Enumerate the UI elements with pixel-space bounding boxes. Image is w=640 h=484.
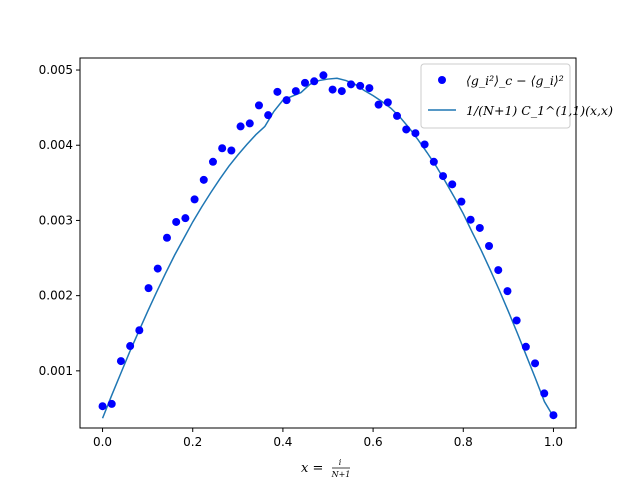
x-tick-label: 0.0 (93, 435, 112, 449)
scatter-point (301, 78, 309, 87)
scatter-point (236, 122, 245, 131)
scatter-point (521, 342, 530, 351)
scatter-point (227, 146, 236, 155)
x-tick-label: 0.8 (454, 435, 473, 449)
scatter-point (310, 77, 319, 86)
scatter-point (420, 140, 429, 149)
legend-line-label: 1/(N+1) C_1^(1,1)(x,x) (466, 103, 613, 118)
scatter-point (337, 87, 346, 96)
x-tick-label: 0.6 (364, 435, 383, 449)
scatter-point (540, 389, 549, 398)
scatter-point (245, 119, 254, 128)
scatter-point (172, 217, 181, 226)
x-tick-label: 0.4 (273, 435, 292, 449)
legend: ⟨g_i²⟩_c − ⟨g_i⟩² 1/(N+1) C_1^(1,1)(x,x) (420, 63, 613, 129)
scatter-point (531, 359, 540, 368)
scatter-point (485, 242, 494, 251)
y-tick-label: 0.003 (39, 213, 73, 227)
y-tick-label: 0.001 (39, 364, 73, 378)
scatter-point (254, 101, 263, 110)
scatter-point (319, 71, 328, 80)
scatter-point (475, 223, 484, 232)
scatter-point (135, 326, 144, 335)
x-axis-label-frac-den: N+1 (331, 470, 351, 479)
series-line (101, 77, 555, 419)
scatter-point (107, 399, 116, 408)
scatter-point (273, 87, 282, 96)
scatter-point (144, 284, 153, 293)
scatter-point (448, 180, 457, 189)
scatter-point (439, 172, 448, 181)
scatter-point (291, 87, 300, 96)
y-tick-label: 0.005 (39, 63, 73, 77)
axes-frame (79, 57, 577, 429)
scatter-point (116, 357, 125, 366)
scatter-point (328, 85, 337, 94)
scatter-point (208, 157, 217, 166)
scatter-point (181, 214, 190, 223)
scatter-point (466, 215, 475, 224)
scatter-point (126, 342, 135, 351)
scatter-point (282, 96, 291, 105)
scatter-point (264, 111, 273, 120)
data-layer (98, 71, 558, 420)
scatter-point (356, 81, 365, 90)
scatter-point (218, 144, 227, 153)
scatter-point (549, 411, 558, 420)
scatter-point (383, 98, 392, 107)
axes-layer: 0.0 0.2 0.4 0.6 0.8 1.0 0.001 0.002 0.003 0.004 0.… (39, 57, 577, 449)
x-axis-label-main: x = (301, 461, 323, 476)
scatter-point (374, 100, 383, 109)
x-tick-label: 1.0 (544, 435, 563, 449)
scatter-point (429, 157, 438, 166)
legend-scatter-label: ⟨g_i²⟩_c − ⟨g_i⟩² (466, 73, 564, 88)
scatter-point (199, 175, 208, 184)
scatter-point (402, 125, 411, 134)
y-tick-label: 0.004 (39, 138, 73, 152)
scatter-point (393, 111, 402, 120)
scatter-point (494, 266, 503, 275)
scatter-point (347, 80, 355, 89)
x-tick-label: 0.2 (183, 435, 202, 449)
scatter-point (153, 264, 162, 273)
x-axis-label-frac-num: i (339, 458, 342, 467)
y-tick-label: 0.002 (39, 289, 73, 303)
scatter-point (98, 402, 107, 411)
scatter-point (512, 316, 521, 325)
legend-frame (420, 63, 571, 129)
legend-scatter-marker (438, 76, 446, 84)
scatter-point (365, 84, 374, 93)
scatter-point (190, 195, 199, 204)
scatter-point (162, 233, 171, 242)
scatter-point (411, 129, 420, 138)
scatter-point (503, 287, 512, 296)
x-axis-label: x = i N+1 (301, 458, 350, 479)
scatter-point (457, 197, 466, 206)
